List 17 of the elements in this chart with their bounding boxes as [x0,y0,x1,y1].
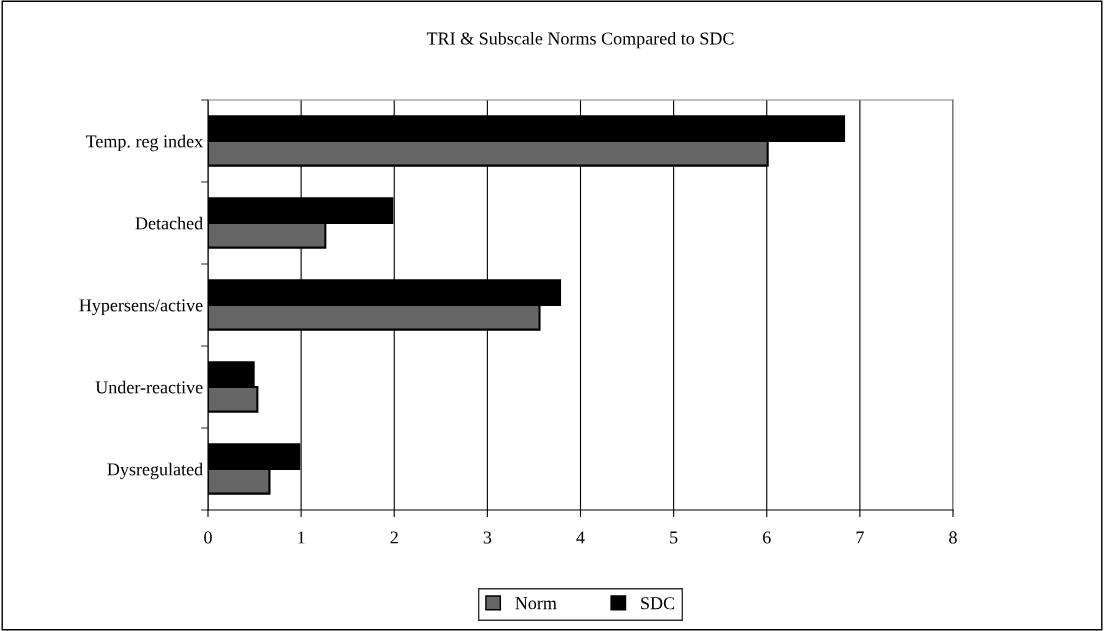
legend-label: Norm [515,597,557,610]
y-tick-label: Under-reactive [95,380,203,394]
y-tick-label: Temp. reg index [85,134,203,152]
x-tick-label: 7 [856,531,864,544]
y-tick-label: Hypersens/active [79,299,203,316]
x-tick-label: 1 [298,531,305,544]
x-tick-label: 4 [576,531,585,544]
chart-title: TRI & Subscale Norms Compared to SDC [426,31,734,49]
x-tick-label: 6 [763,531,771,544]
y-tick-label: Detached [135,216,203,230]
x-tick-label: 3 [483,531,492,544]
y-tick-label: Dysregulated [107,462,203,480]
legend-label: SDC [641,597,675,610]
x-tick-label: 0 [204,531,212,544]
x-tick-label: 5 [670,531,678,544]
x-tick-label: 2 [390,531,398,544]
x-tick-label: 8 [949,531,957,544]
